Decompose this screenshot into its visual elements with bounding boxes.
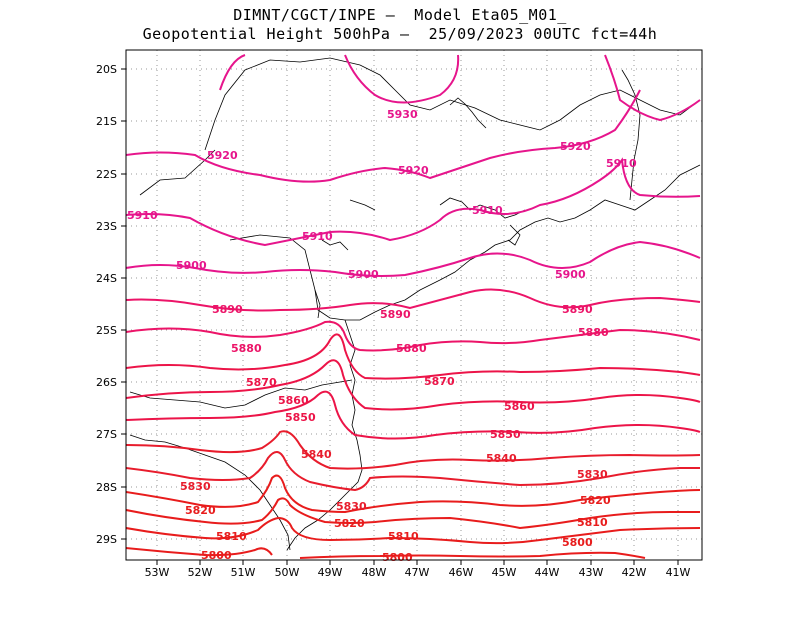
lat-label: 21S [96,115,117,128]
contour-label: 5930 [387,108,418,121]
contour-labels: 5930 5920 5920 5920 5910 5910 5910 5910 … [127,108,637,564]
contour-label: 5810 [216,530,247,543]
lon-label: 49W [318,566,343,579]
lon-label: 51W [231,566,256,579]
contour-label: 5890 [380,308,411,321]
contour-label: 5840 [486,452,517,465]
contour-label: 5880 [396,342,427,355]
lat-label: 22S [96,168,117,181]
plot-mask [0,49,800,618]
lat-label: 23S [96,220,117,233]
contour-label: 5920 [207,149,238,162]
contour-label: 5910 [302,230,333,243]
lat-label: 25S [96,324,117,337]
contour-label: 5910 [472,204,503,217]
contour-label: 5900 [176,259,207,272]
contour-label: 5810 [577,516,608,529]
lon-label: 43W [579,566,604,579]
contour-label: 5850 [490,428,521,441]
lon-label: 53W [145,566,170,579]
contour-label: 5870 [246,376,277,389]
contour-label: 5890 [562,303,593,316]
contour-lines [125,54,701,559]
contour-label: 5900 [348,268,379,281]
contour-label: 5800 [382,551,413,564]
contour-label: 5840 [301,448,332,461]
contour-label: 5880 [231,342,262,355]
contour-label: 5820 [580,494,611,507]
contour-label: 5850 [285,411,316,424]
contour-label: 5830 [180,480,211,493]
lon-label: 45W [492,566,517,579]
title-line-1: DIMNT/CGCT/INPE – Model Eta05_M01_ [233,6,567,24]
lon-label: 41W [666,566,691,579]
lon-label: 50W [275,566,300,579]
contour-label: 5920 [398,164,429,177]
lat-label: 20S [96,63,117,76]
longitude-labels: 53W 52W 51W 50W 49W 48W 47W 46W 45W 44W … [145,566,691,579]
contour-label: 5810 [388,530,419,543]
contour-label: 5900 [555,268,586,281]
latitude-labels: 20S 21S 22S 23S 24S 25S 26S 27S 28S 29S [96,63,117,546]
lon-label: 42W [622,566,647,579]
lat-label: 24S [96,272,117,285]
lon-label: 47W [405,566,430,579]
contour-label: 5800 [562,536,593,549]
contour-label: 5820 [334,517,365,530]
contour-label: 5890 [212,303,243,316]
lat-label: 26S [96,376,117,389]
contour-label: 5880 [578,326,609,339]
lat-label: 29S [96,533,117,546]
contour-label: 5830 [336,500,367,513]
contour-label: 5910 [606,157,637,170]
contour-label: 5860 [504,400,535,413]
contour-label: 5860 [278,394,309,407]
contour-label: 5830 [577,468,608,481]
title-line-2: Geopotential Height 500hPa – 25/09/2023 … [142,25,658,43]
lon-label: 52W [188,566,213,579]
contour-label: 5870 [424,375,455,388]
contour-label: 5800 [201,549,232,562]
lat-label: 28S [96,481,117,494]
axis-ticks [121,68,679,565]
lon-label: 46W [449,566,474,579]
plot-frame [125,49,703,561]
contour-label: 5910 [127,209,158,222]
lon-label: 44W [535,566,560,579]
lon-label: 48W [362,566,387,579]
contour-label: 5820 [185,504,216,517]
lat-label: 27S [96,428,117,441]
contour-label: 5920 [560,140,591,153]
